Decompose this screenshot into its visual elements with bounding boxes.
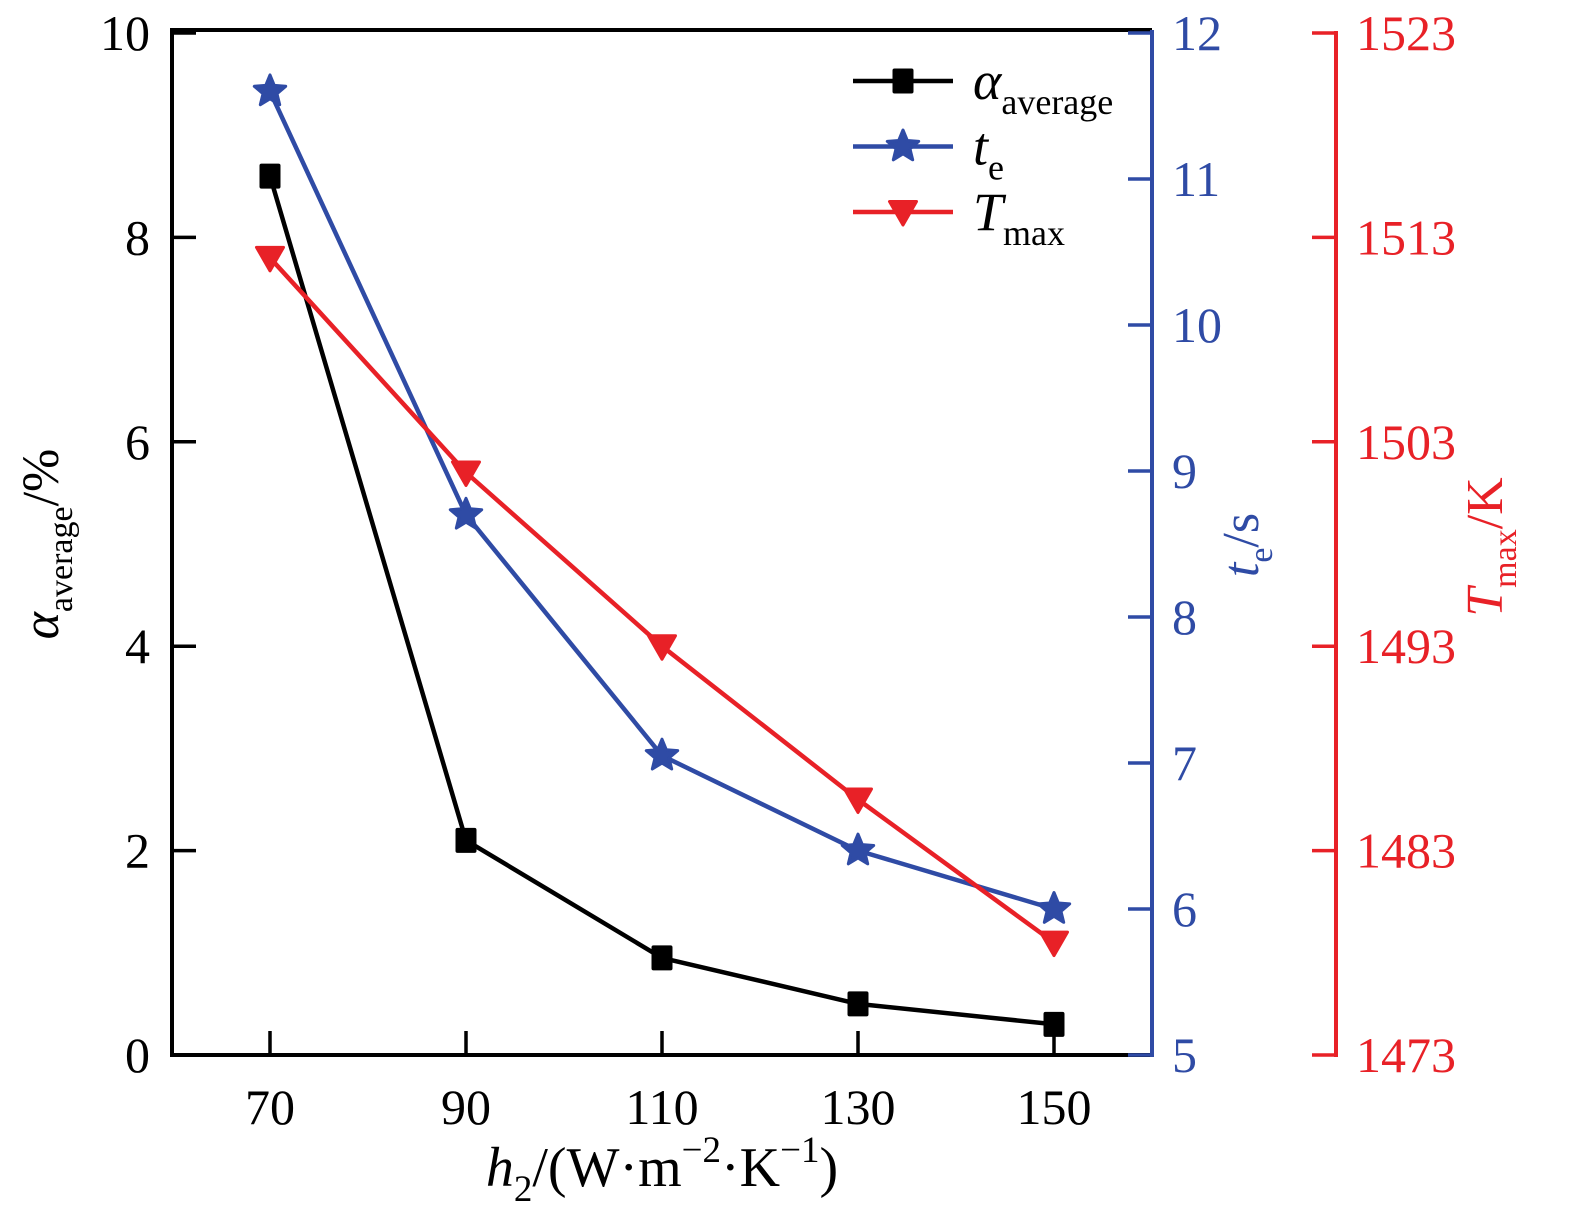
tmax-tick-label: 1493 (1356, 618, 1456, 674)
te-axis-title: te/s (1213, 513, 1280, 577)
marker-triangle-down (451, 460, 481, 487)
te-tick-label: 10 (1172, 297, 1222, 353)
marker-square (651, 945, 673, 971)
te-right-axis: 5 6 7 8 9 10 11 12 te/s (1128, 5, 1280, 1083)
marker-square (1043, 1011, 1065, 1037)
marker-star (252, 73, 288, 107)
marker-star (644, 737, 680, 771)
alpha-tick-label: 4 (125, 618, 150, 674)
te-tick-label: 12 (1172, 5, 1222, 61)
plot-frame (170, 28, 1152, 1057)
marker-star (448, 496, 484, 530)
legend-entry-alpha_average: αaverage (853, 51, 1113, 122)
marker-triangle-down (647, 634, 677, 661)
alpha-tick-label: 6 (125, 414, 150, 470)
te-tick-label: 9 (1172, 443, 1197, 499)
tmax-right-axis: 1473 1483 1493 1503 1513 1523 Tmax/K (1312, 5, 1524, 1083)
tmax-tick-label: 1503 (1356, 414, 1456, 470)
te-tick-label: 7 (1172, 735, 1197, 791)
marker-triangle-down (255, 245, 285, 273)
x-axis: 70 90 110 130 150 h2/(W·m−2·K−1) (245, 1031, 1092, 1208)
data-series (252, 73, 1072, 1037)
marker-star (840, 832, 876, 866)
x-tick-label: 90 (441, 1079, 491, 1135)
alpha-tick-label: 0 (125, 1027, 150, 1083)
x-tick-label: 70 (245, 1079, 295, 1135)
x-tick-label: 150 (1017, 1079, 1092, 1135)
alpha-tick-label: 8 (125, 209, 150, 265)
legend-label-tmax: Tmax (973, 182, 1065, 253)
marker-square (455, 827, 477, 853)
tmax-axis-title: Tmax/K (1457, 477, 1524, 617)
legend-marker-square (892, 68, 914, 94)
series-line-tmax (268, 256, 1056, 945)
series-te (252, 73, 1072, 924)
tmax-tick-label: 1523 (1356, 5, 1456, 61)
x-tick-label: 110 (625, 1079, 698, 1135)
te-tick-label: 6 (1172, 881, 1197, 937)
tmax-tick-label: 1513 (1356, 209, 1456, 265)
marker-square (259, 163, 281, 189)
legend-entry-tmax: Tmax (853, 182, 1065, 253)
legend-label-alpha_average: αaverage (973, 51, 1113, 122)
te-tick-label: 8 (1172, 589, 1197, 645)
marker-triangle-down (843, 787, 873, 814)
marker-triangle-down (1039, 930, 1069, 958)
x-axis-title: h2/(W·m−2·K−1) (486, 1130, 838, 1208)
legend-entry-te: te (853, 117, 1004, 188)
plot-frame-border (170, 28, 1152, 1057)
alpha-axis-title: αaverage/% (13, 449, 80, 640)
legend-marker-star (885, 128, 921, 162)
marker-star (1036, 891, 1072, 924)
legend-label-te: te (973, 117, 1004, 188)
alpha-left-axis: 0 2 4 6 8 10 αaverage/% (13, 5, 196, 1083)
series-alpha_average (259, 163, 1065, 1037)
te-tick-label: 11 (1172, 151, 1220, 207)
tmax-tick-label: 1473 (1356, 1027, 1456, 1083)
legend-marker-triangle-down (888, 200, 918, 227)
series-tmax (255, 245, 1069, 958)
tmax-tick-label: 1483 (1356, 823, 1456, 879)
alpha-tick-label: 10 (100, 5, 150, 61)
te-tick-label: 5 (1172, 1027, 1197, 1083)
x-tick-label: 130 (821, 1079, 896, 1135)
marker-square (847, 991, 869, 1017)
series-line-alpha_average (267, 175, 1055, 1027)
alpha-tick-label: 2 (125, 823, 150, 879)
